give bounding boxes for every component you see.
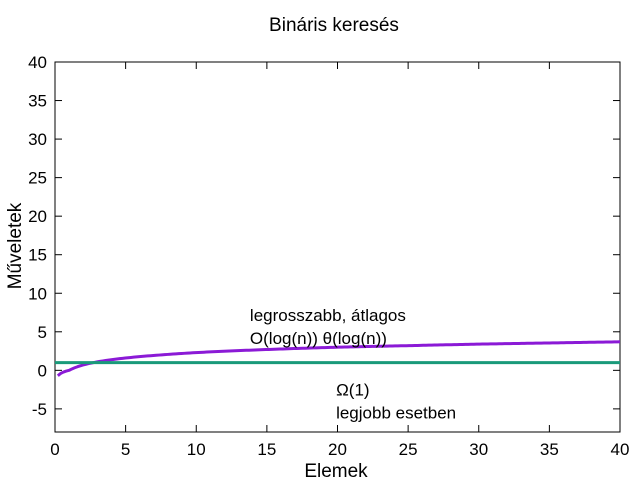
x-tick-label: 15 [257,440,276,459]
y-tick-label: 35 [28,92,47,111]
y-tick-label: 20 [28,207,47,226]
annotation-label: legrosszabb, átlagos [250,306,406,325]
y-tick-label: 30 [28,130,47,149]
y-tick-label: 15 [28,246,47,265]
annotation-label: Ω(1) [336,381,370,400]
x-tick-label: 40 [611,440,630,459]
series-line-1 [56,340,621,377]
y-tick-label: 0 [38,361,47,380]
annotations: legrosszabb, átlagos O(log(n)) θ(log(n)) Ω… [250,306,456,423]
x-tick-label: 0 [50,440,59,459]
x-tick-label: 10 [187,440,206,459]
plot-frame [54,61,621,433]
y-tick-label: 5 [38,323,47,342]
x-axis-label: Elemek [304,461,368,480]
y-tick-label: 40 [28,53,47,72]
annotation-label: O(log(n)) θ(log(n)) [250,329,387,348]
x-tick-label: 5 [121,440,130,459]
chart-title: Bináris keresés [269,15,399,36]
y-tick-label: 10 [28,284,47,303]
y-tick-label: 25 [28,169,47,188]
y-axis-label: Műveletek [5,202,26,289]
tick-labels: 0 5 10 15 20 25 30 35 40 -5 0 5 10 15 20 25 30 35 40 [28,53,629,459]
x-tick-label: 35 [540,440,559,459]
x-tick-label: 30 [469,440,488,459]
x-tick-label: 20 [328,440,347,459]
y-tick-label: -5 [32,400,47,419]
annotation-label: legjobb esetben [336,404,456,423]
x-tick-label: 25 [399,440,418,459]
plot-area [54,61,621,433]
